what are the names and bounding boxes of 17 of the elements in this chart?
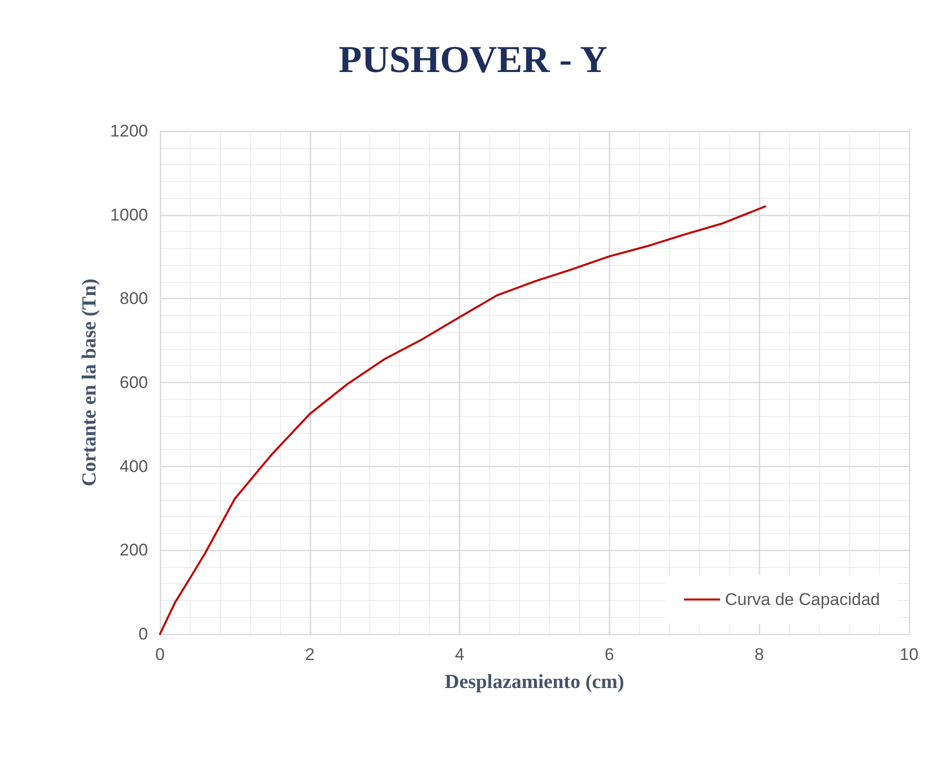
y-tick-label: 1200 bbox=[110, 122, 148, 140]
y-axis-title: Cortante en la base (Tn) bbox=[78, 278, 100, 486]
x-tick-label: 4 bbox=[454, 645, 464, 664]
x-axis-title: Desplazamiento (cm) bbox=[444, 671, 624, 693]
y-tick-label: 1000 bbox=[110, 205, 148, 224]
legend-label: Curva de Capacidad bbox=[725, 590, 880, 609]
y-tick-label: 600 bbox=[120, 373, 148, 392]
y-tick-label: 400 bbox=[120, 456, 148, 476]
y-tick-label: 200 bbox=[120, 540, 148, 560]
y-tick-label: 800 bbox=[120, 289, 148, 308]
x-tick-label: 2 bbox=[305, 645, 315, 664]
x-tick-label: 6 bbox=[604, 645, 614, 664]
x-tick-label: 0 bbox=[155, 645, 165, 664]
chart-title: PUSHOVER - Y bbox=[338, 39, 608, 81]
y-tick-label: 0 bbox=[138, 624, 148, 644]
x-tick-label: 10 bbox=[900, 645, 918, 664]
x-tick-label: 8 bbox=[754, 645, 764, 664]
